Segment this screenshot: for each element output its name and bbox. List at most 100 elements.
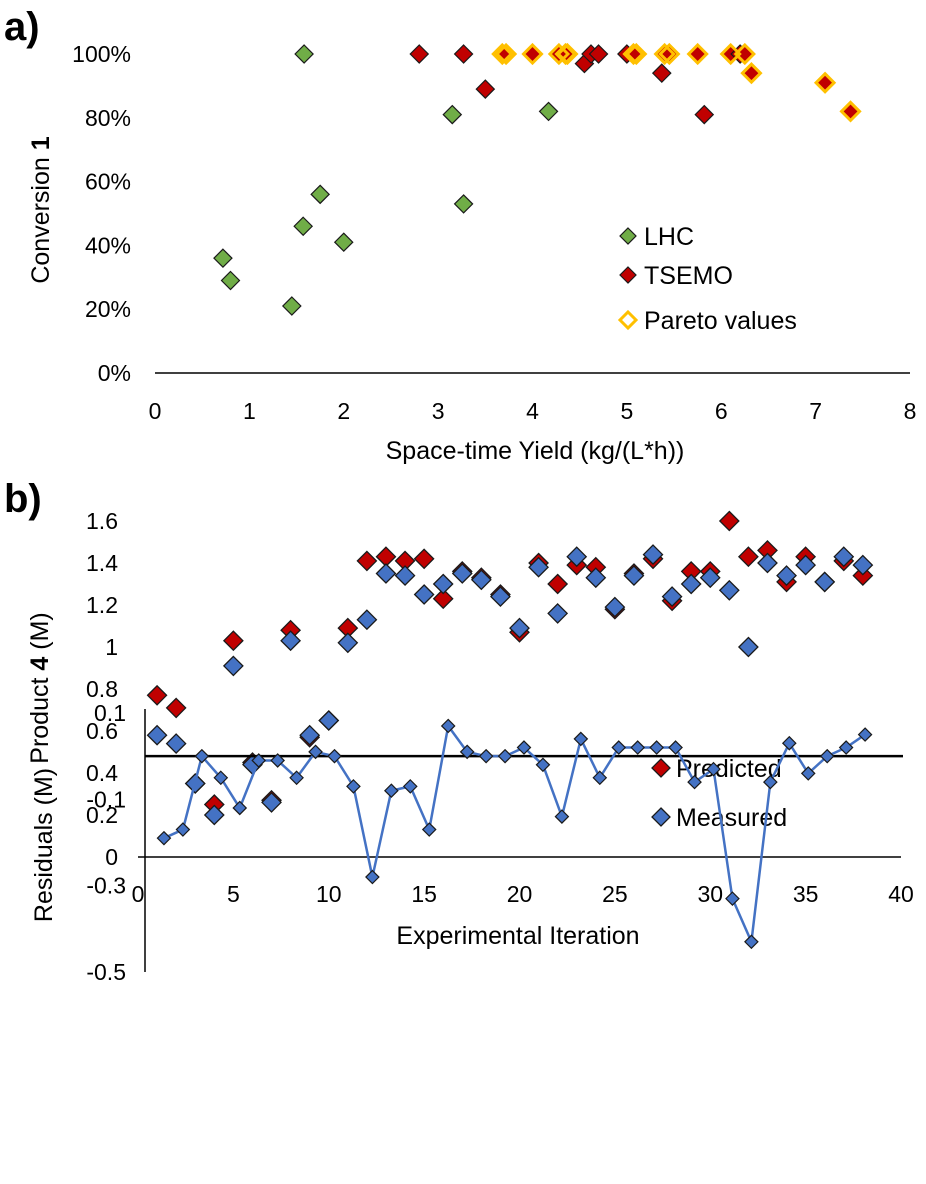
data-point-residual xyxy=(857,727,873,742)
chart-a-x-tick-label: 8 xyxy=(904,398,917,424)
data-point-predicted xyxy=(165,697,187,719)
data-point-residual xyxy=(251,753,267,768)
data-point-measured xyxy=(623,565,645,587)
chart-c-tick-labels: -0.5 -0.3 -0.1 0.1 xyxy=(86,700,126,985)
chart-b-x-tick-label: 5 xyxy=(227,881,240,907)
chart-c-residuals: -0.5 -0.3 -0.1 0.1 Residuals (M) xyxy=(30,700,903,985)
chart-a-x-tick-label: 0 xyxy=(149,398,162,424)
data-point-lhc xyxy=(333,232,354,253)
legend-marker-tsemo xyxy=(619,266,637,284)
data-point-residual xyxy=(687,774,702,790)
data-point-residual xyxy=(175,822,191,837)
chart-b-y-title-prefix: Product xyxy=(26,671,54,764)
data-point-predicted xyxy=(356,550,378,572)
data-point-tsemo xyxy=(741,63,762,83)
chart-a-x-axis-title: Space-time Yield (kg/(L*h)) xyxy=(386,437,685,465)
chart-a-y-tick-label: 100% xyxy=(72,41,131,67)
data-point-measured xyxy=(757,552,778,574)
data-point-predicted xyxy=(547,573,569,595)
chart-b-y-title-suffix: (M) xyxy=(26,612,54,656)
data-point-measured xyxy=(203,804,225,826)
legend-marker-predicted xyxy=(651,758,671,778)
data-point-pareto-values xyxy=(658,42,681,66)
data-point-measured xyxy=(566,546,588,568)
chart-b-y-tick-label: 0.4 xyxy=(86,760,118,786)
chart-b-x-axis-title: Experimental Iteration xyxy=(396,922,639,950)
data-point-measured xyxy=(642,544,664,566)
data-point-residual xyxy=(781,735,797,751)
data-point-pareto-values xyxy=(491,42,514,66)
data-point-measured xyxy=(585,567,607,589)
data-point-measured xyxy=(337,632,359,654)
chart-a-x-tick-label: 6 xyxy=(715,398,728,424)
chart-b-tick-labels: 0 5 10 15 20 25 30 35 40 0 0.2 0.4 0.6 0.8 1 1.2 1.4 1.6 xyxy=(86,508,914,907)
data-point-pareto-values xyxy=(494,42,518,66)
data-point-residual xyxy=(384,783,399,799)
chart-a-y-tick-label: 40% xyxy=(85,232,131,258)
data-point-measured xyxy=(299,724,321,746)
data-point-lhc xyxy=(293,216,314,237)
data-point-residual xyxy=(763,774,778,790)
chart-a-legend: LHC TSEMO Pareto values xyxy=(617,223,797,335)
chart-a-x-tick-label: 5 xyxy=(620,398,633,424)
data-point-residual xyxy=(744,934,759,950)
chart-a-conversion-vs-yield: a) 0 1 2 3 4 5 6 7 80%20%40%60%80%100% Space-tim… xyxy=(4,5,916,465)
chart-a-y-tick-label: 80% xyxy=(85,105,131,131)
data-point-residual xyxy=(156,830,172,846)
data-point-residual xyxy=(459,744,475,760)
chart-b-y-tick-label: 0.8 xyxy=(86,676,118,702)
data-point-tsemo xyxy=(687,44,708,64)
data-point-tsemo xyxy=(694,104,715,125)
chart-b-y-tick-label: 0 xyxy=(105,844,118,870)
data-point-measured xyxy=(356,609,378,631)
chart-a-y-title-bold: 1 xyxy=(27,136,55,150)
legend-label-measured: Measured xyxy=(676,804,787,832)
data-point-pareto-values xyxy=(547,42,571,66)
data-point-residual xyxy=(270,753,285,768)
data-point-residual xyxy=(440,718,456,734)
data-point-measured xyxy=(222,655,244,677)
chart-a-y-tick-label: 60% xyxy=(85,169,131,195)
chart-b-x-tick-label: 40 xyxy=(888,881,914,907)
data-point-measured xyxy=(547,602,569,624)
data-point-predicted xyxy=(432,588,454,610)
chart-a-x-tick-label: 2 xyxy=(337,398,350,424)
data-point-residual xyxy=(725,891,740,906)
data-point-measured xyxy=(604,596,626,618)
chart-b-x-tick-label: 20 xyxy=(507,881,533,907)
chart-c-y-tick-label: -0.3 xyxy=(86,873,126,899)
chart-a-tick-labels: 0 1 2 3 4 5 6 7 80%20%40%60%80%100% xyxy=(72,41,916,424)
data-point-residual xyxy=(819,748,835,764)
data-point-pareto-values xyxy=(733,42,756,66)
data-point-lhc xyxy=(281,296,302,316)
data-point-residual xyxy=(365,869,380,885)
data-point-residual xyxy=(346,779,361,794)
chart-a-y-axis-title: Conversion 1 xyxy=(27,136,55,283)
chart-b-y-title-bold: 4 xyxy=(26,657,54,671)
data-point-measured xyxy=(776,565,797,587)
data-point-residual xyxy=(800,766,816,781)
data-point-tsemo xyxy=(815,72,835,93)
data-point-tsemo xyxy=(475,79,496,99)
data-point-residual xyxy=(516,740,532,755)
chart-a-y-tick-label: 0% xyxy=(98,360,131,386)
chart-c-axes xyxy=(144,709,903,972)
data-point-measured xyxy=(795,554,817,576)
data-point-residual xyxy=(289,770,304,786)
data-point-predicted xyxy=(413,548,435,570)
chart-a-points xyxy=(213,42,862,316)
data-point-measured xyxy=(375,563,397,584)
data-point-lhc xyxy=(213,248,233,269)
data-point-residual xyxy=(668,740,683,755)
data-point-measured xyxy=(432,573,454,595)
data-point-residual xyxy=(421,822,437,837)
data-point-pareto-values xyxy=(653,42,676,66)
chart-b-y-tick-label: 1.6 xyxy=(86,508,118,534)
chart-b-y-tick-label: 0.6 xyxy=(86,718,118,744)
legend-label-pareto: Pareto values xyxy=(644,307,797,335)
legend-marker-pareto xyxy=(617,309,639,331)
data-point-pareto-values xyxy=(813,71,837,94)
data-point-residual xyxy=(232,800,248,816)
data-point-measured xyxy=(413,584,435,605)
